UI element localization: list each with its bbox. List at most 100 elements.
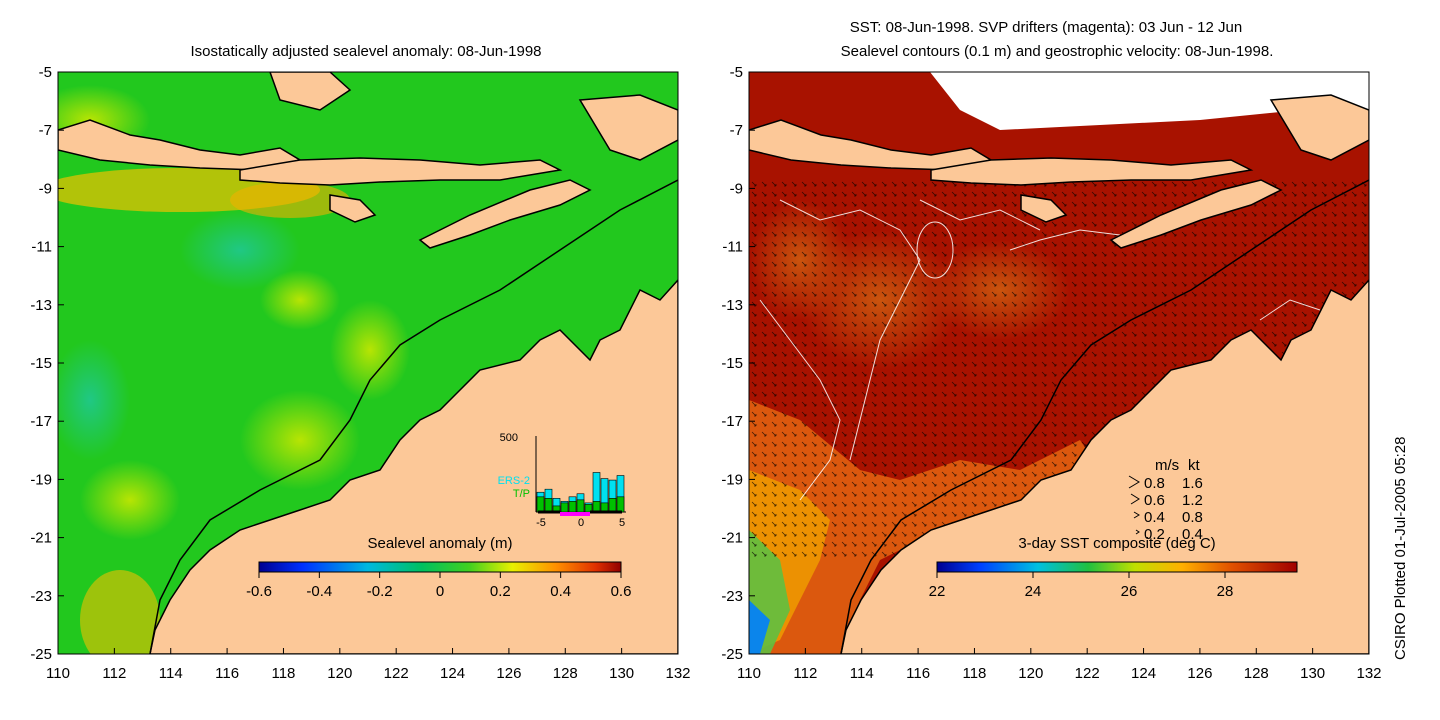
tp-bar xyxy=(608,498,617,513)
speed-legend-kt: 0.8 xyxy=(1182,509,1203,526)
colorbar-tick-label: -0.6 xyxy=(246,583,272,600)
colorbar-tick-label: 22 xyxy=(929,583,946,600)
right-lesser-sunda-islands xyxy=(930,157,1254,186)
lat-tick-label: -25 xyxy=(30,646,52,663)
lon-tick-label: 122 xyxy=(1075,665,1100,682)
inset-xtick: 0 xyxy=(578,517,584,529)
sst-colorbar-label: 3-day SST composite (deg C) xyxy=(1018,535,1215,552)
lon-tick-label: 124 xyxy=(1131,665,1156,682)
right-shelf-contour xyxy=(840,179,1369,654)
tp-bar xyxy=(544,498,553,513)
speed-legend-kt: 1.2 xyxy=(1182,492,1203,509)
lat-tick-label: -11 xyxy=(722,239,743,256)
lon-tick-label: 110 xyxy=(46,665,70,682)
lat-tick-label: -9 xyxy=(730,180,743,197)
lat-tick-label: -5 xyxy=(730,64,743,81)
inset-legend-tp: T/P xyxy=(513,488,530,500)
right-timor-island xyxy=(1109,179,1283,249)
speed-legend-kt: 1.6 xyxy=(1182,475,1203,492)
right-axis-ticks: 110 112 114 116 118 120 122 124 126 128 130 132 -5 -7… xyxy=(721,64,1381,682)
lat-tick-label: -11 xyxy=(31,239,52,256)
tp-bar xyxy=(576,499,585,513)
lat-tick-label: -17 xyxy=(30,413,52,430)
left-java-island xyxy=(58,119,302,171)
lon-tick-label: 114 xyxy=(850,665,874,682)
sla-colorbar-label: Sealevel anomaly (m) xyxy=(367,535,512,552)
lon-tick-label: 116 xyxy=(906,665,930,682)
left-lesser-sunda-islands xyxy=(239,157,563,186)
colorbar-tick-label: 0 xyxy=(436,583,444,600)
lon-tick-label: 120 xyxy=(1018,665,1043,682)
lat-tick-label: -23 xyxy=(30,588,52,605)
speed-legend-kt-header: kt xyxy=(1188,457,1201,474)
speed-legend-ms: 0.8 xyxy=(1144,475,1165,492)
speed-legend: m/s kt 0.8 1.6 0.6 1.2 0.4 0.8 0.2 0.4 xyxy=(1144,457,1203,543)
lon-tick-label: 124 xyxy=(440,665,465,682)
colorbar-tick-label: 28 xyxy=(1217,583,1234,600)
tp-bar xyxy=(560,502,569,513)
lat-tick-label: -21 xyxy=(721,530,743,547)
colorbar-tick-label: 0.4 xyxy=(550,583,571,600)
lon-tick-label: 110 xyxy=(737,665,761,682)
sst-colorbar xyxy=(936,561,1298,573)
drifter-window-bar xyxy=(560,512,590,516)
left-sumba-island xyxy=(329,194,377,223)
lat-tick-label: -19 xyxy=(721,471,743,488)
colorbar-ticks: -0.6 -0.4 -0.2 0 0.2 0.4 0.6 22 24 26 28 xyxy=(246,572,1233,600)
lon-tick-label: 118 xyxy=(962,665,986,682)
lat-tick-label: -7 xyxy=(730,122,743,139)
cloud-gap-region xyxy=(930,72,1369,130)
lat-tick-label: -13 xyxy=(30,297,52,314)
colorbar-tick-label: 24 xyxy=(1025,583,1042,600)
colorbar-tick-label: -0.2 xyxy=(367,583,393,600)
lon-tick-label: 126 xyxy=(1187,665,1212,682)
inset-xtick: -5 xyxy=(536,517,546,529)
left-shelf-contour xyxy=(149,179,678,654)
right-java-island xyxy=(749,119,993,171)
speed-legend-ms: 0.6 xyxy=(1144,492,1165,509)
lat-tick-label: -21 xyxy=(30,530,52,547)
sla-colorbar xyxy=(258,561,622,573)
left-panel-title: Isostatically adjusted sealevel anomaly:… xyxy=(190,43,541,60)
lat-tick-label: -7 xyxy=(39,122,52,139)
left-australia-land xyxy=(149,278,678,654)
inset-legend-ers2: ERS-2 xyxy=(498,475,530,487)
lat-tick-label: -5 xyxy=(39,64,52,81)
lat-tick-label: -15 xyxy=(721,355,743,372)
plot-watermark: CSIRO Plotted 01-Jul-2005 05:28 xyxy=(1392,436,1409,660)
colorbar-tick-label: 0.2 xyxy=(490,583,511,600)
lon-tick-label: 118 xyxy=(271,665,295,682)
left-map-panel xyxy=(57,71,679,655)
tp-bar xyxy=(592,501,601,513)
speed-legend-ms-header: m/s xyxy=(1155,457,1179,474)
sealevel-contours xyxy=(759,199,1321,501)
speed-legend-ms: 0.2 xyxy=(1144,526,1165,543)
lon-tick-label: 126 xyxy=(496,665,521,682)
right-panel-title-line2: Sealevel contours (0.1 m) and geostrophi… xyxy=(841,43,1274,60)
inset-ymax-label: 500 xyxy=(500,432,518,444)
lon-tick-label: 132 xyxy=(1356,665,1381,682)
tp-bar xyxy=(536,496,545,513)
lon-tick-label: 130 xyxy=(1300,665,1325,682)
left-axis-ticks: 110 112 114 116 118 120 122 124 126 128 130 132 -5 -7… xyxy=(30,64,690,682)
lon-tick-label: 128 xyxy=(1244,665,1269,682)
right-australia-land xyxy=(840,278,1369,654)
lon-tick-label: 112 xyxy=(793,665,817,682)
speed-legend-kt: 0.4 xyxy=(1182,526,1203,543)
inset-xtick: 5 xyxy=(619,517,625,529)
lon-tick-label: 112 xyxy=(102,665,126,682)
lon-tick-label: 130 xyxy=(609,665,634,682)
tp-bar xyxy=(616,496,625,513)
lon-tick-label: 122 xyxy=(384,665,409,682)
colorbar-tick-label: 26 xyxy=(1121,583,1138,600)
lat-tick-label: -19 xyxy=(30,471,52,488)
lat-tick-label: -17 xyxy=(721,413,743,430)
tp-bar xyxy=(568,501,577,513)
lat-tick-label: -23 xyxy=(721,588,743,605)
right-map-panel xyxy=(748,71,1370,655)
lon-tick-label: 114 xyxy=(159,665,183,682)
lon-tick-label: 116 xyxy=(215,665,239,682)
lat-tick-label: -15 xyxy=(30,355,52,372)
lat-tick-label: -9 xyxy=(39,180,52,197)
